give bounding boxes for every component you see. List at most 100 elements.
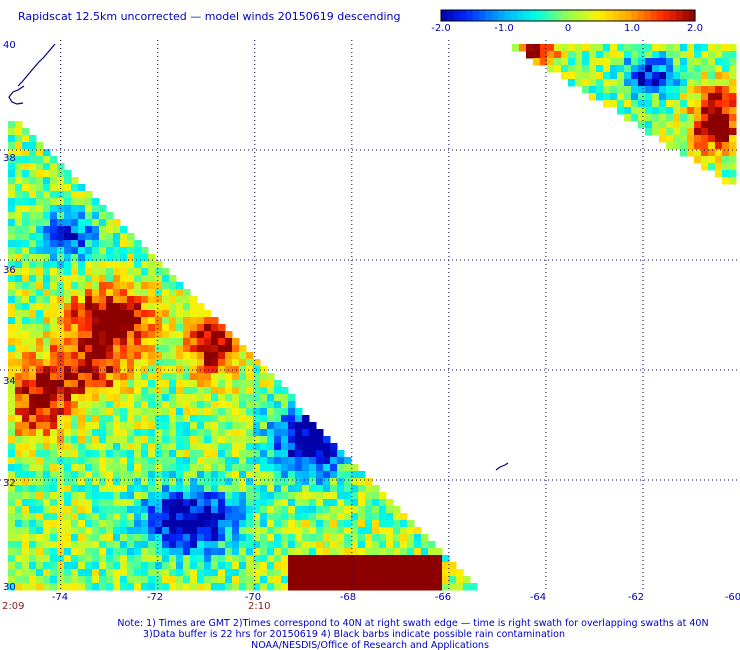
wind-cell (225, 478, 233, 486)
wind-cell (246, 569, 254, 577)
wind-cell (239, 555, 247, 563)
wind-cell (302, 562, 310, 570)
wind-cell (8, 443, 16, 451)
wind-cell (148, 310, 156, 318)
wind-cell (659, 79, 667, 87)
wind-cell (246, 429, 254, 437)
wind-cell (127, 576, 135, 584)
wind-cell (99, 338, 107, 346)
wind-cell (22, 212, 30, 220)
wind-cell (141, 338, 149, 346)
wind-cell (309, 520, 317, 528)
wind-cell (729, 135, 737, 143)
wind-cell (316, 548, 324, 556)
wind-cell (155, 373, 163, 381)
wind-cell (190, 555, 198, 563)
wind-cell (71, 513, 79, 521)
wind-cell (113, 359, 121, 367)
wind-cell (379, 492, 387, 500)
wind-cell (239, 408, 247, 416)
colorbar-swatch (555, 10, 563, 21)
wind-cell (148, 534, 156, 542)
wind-cell (71, 247, 79, 255)
wind-cell (281, 569, 289, 577)
wind-cell (169, 583, 177, 591)
wind-cell (43, 506, 51, 514)
wind-cell (78, 520, 86, 528)
wind-cell (85, 548, 93, 556)
wind-cell (183, 303, 191, 311)
wind-cell (190, 457, 198, 465)
wind-cell (162, 471, 170, 479)
wind-cell (393, 548, 401, 556)
wind-cell (274, 562, 282, 570)
wind-cell (113, 275, 121, 283)
wind-cell (680, 114, 688, 122)
wind-cell (183, 562, 191, 570)
wind-cell (176, 534, 184, 542)
wind-cell (29, 240, 37, 248)
wind-cell (92, 338, 100, 346)
wind-cell (78, 352, 86, 360)
wind-cell (43, 212, 51, 220)
wind-cell (8, 303, 16, 311)
wind-cell (659, 86, 667, 94)
wind-cell (218, 464, 226, 472)
wind-cell (190, 303, 198, 311)
wind-cell (15, 324, 23, 332)
wind-cell (113, 562, 121, 570)
wind-cell (232, 450, 240, 458)
wind-cell (99, 380, 107, 388)
wind-cell (50, 191, 58, 199)
wind-cell (372, 527, 380, 535)
wind-cell (141, 247, 149, 255)
wind-cell (36, 205, 44, 213)
wind-cell (85, 247, 93, 255)
wind-cell (204, 527, 212, 535)
wind-cell (8, 422, 16, 430)
lat-label: 30 (3, 582, 16, 593)
wind-cell (92, 303, 100, 311)
wind-cell (15, 548, 23, 556)
wind-cell (666, 44, 674, 52)
wind-cell (64, 303, 72, 311)
wind-cell (148, 513, 156, 521)
wind-cell (85, 233, 93, 241)
wind-cell (407, 541, 415, 549)
wind-cell (22, 492, 30, 500)
wind-cell (358, 506, 366, 514)
wind-cell (36, 408, 44, 416)
wind-cell (708, 79, 716, 87)
wind-cell (575, 79, 583, 87)
wind-cell (435, 562, 443, 570)
wind-cell (323, 450, 331, 458)
wind-cell (260, 394, 268, 402)
wind-cell (29, 212, 37, 220)
wind-cell (99, 373, 107, 381)
wind-cell (603, 100, 611, 108)
wind-cell (568, 79, 576, 87)
colorbar-label-pos1: 1.0 (624, 23, 640, 34)
wind-cell (64, 268, 72, 276)
wind-cell (197, 443, 205, 451)
wind-cell (365, 548, 373, 556)
wind-cell (106, 506, 114, 514)
wind-cell (246, 555, 254, 563)
wind-cell (22, 583, 30, 591)
wind-cell (183, 555, 191, 563)
wind-cell (204, 506, 212, 514)
wind-cell (302, 450, 310, 458)
wind-cell (715, 107, 723, 115)
wind-cell (183, 394, 191, 402)
wind-cell (36, 156, 44, 164)
wind-cell (148, 583, 156, 591)
wind-cell (99, 240, 107, 248)
wind-cell (365, 527, 373, 535)
wind-cell (407, 548, 415, 556)
colorbar-swatch (523, 10, 531, 21)
wind-cell (701, 149, 709, 157)
colorbar-swatch (460, 10, 467, 21)
wind-cell (211, 520, 219, 528)
wind-cell (204, 485, 212, 493)
wind-cell (43, 401, 51, 409)
